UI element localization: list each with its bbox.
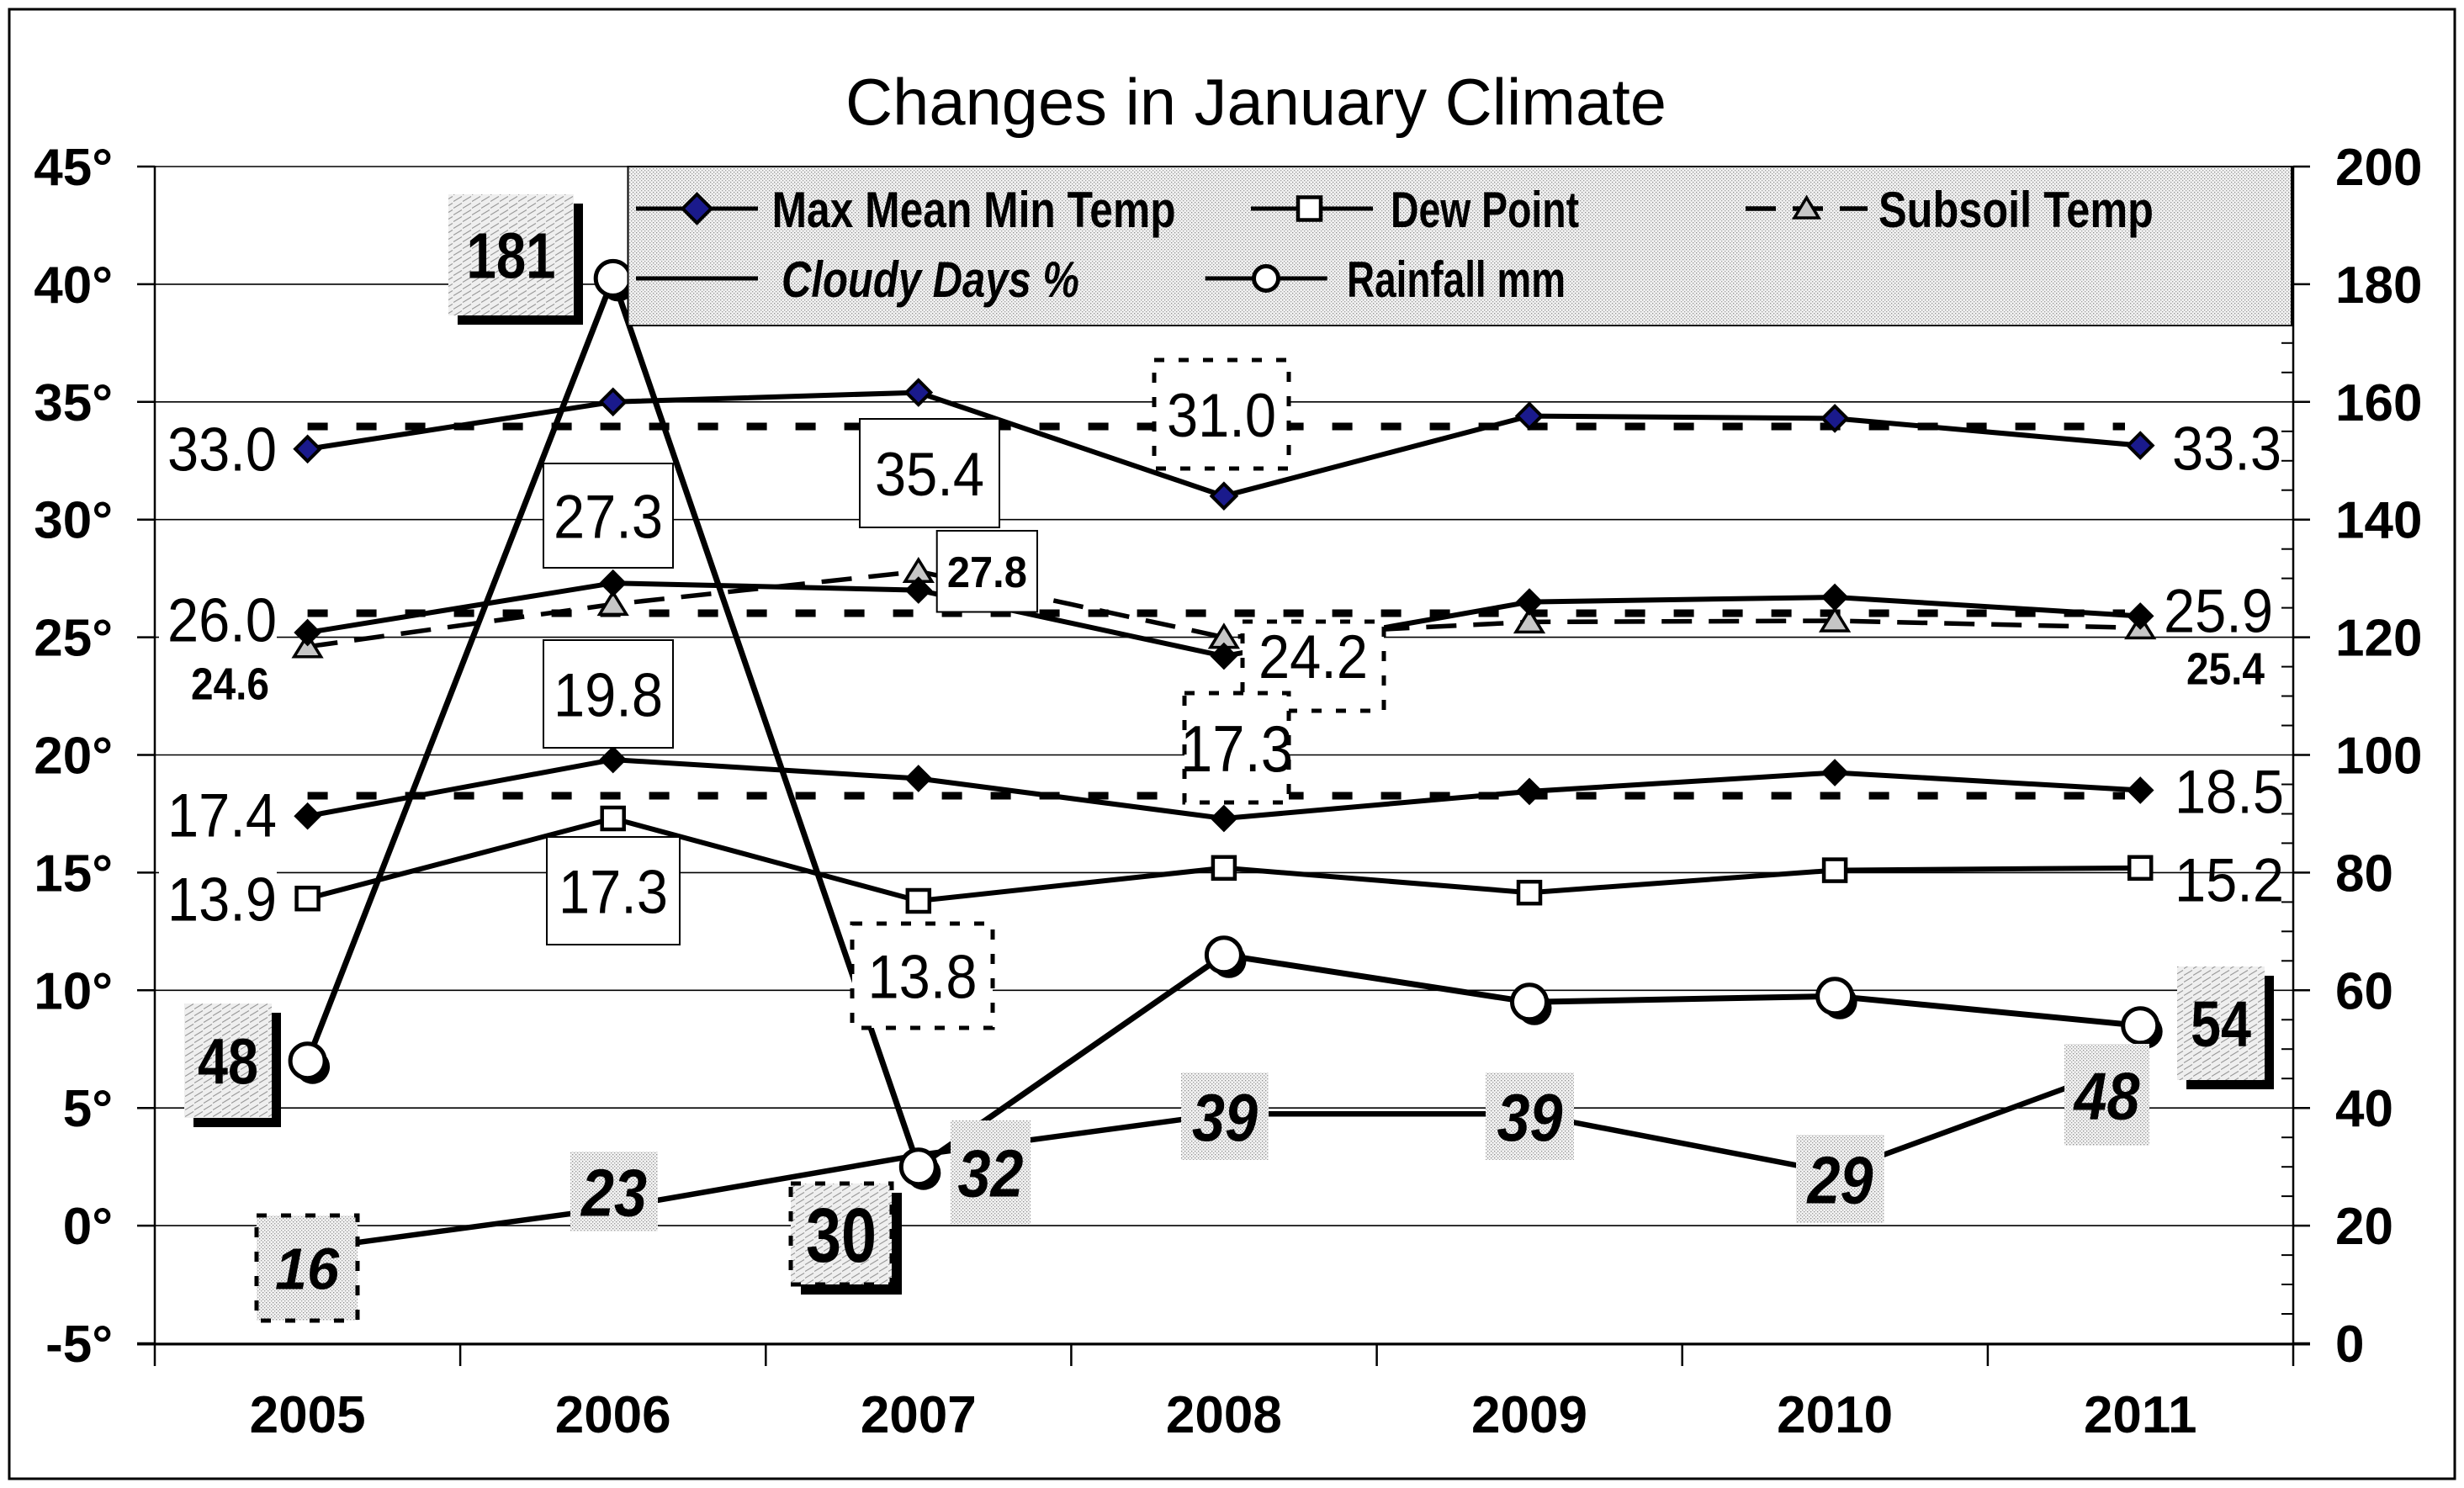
- svg-text:30: 30: [806, 1193, 877, 1279]
- svg-text:39: 39: [1192, 1080, 1258, 1155]
- svg-text:31.0: 31.0: [1167, 382, 1276, 450]
- svg-text:13.9: 13.9: [167, 866, 277, 934]
- svg-text:35.4: 35.4: [875, 441, 984, 509]
- svg-text:18.5: 18.5: [2175, 758, 2284, 826]
- svg-text:2005: 2005: [250, 1386, 366, 1444]
- svg-text:120: 120: [2335, 610, 2422, 668]
- svg-text:23: 23: [580, 1155, 647, 1230]
- svg-text:181: 181: [467, 220, 556, 293]
- svg-text:24.6: 24.6: [191, 659, 269, 709]
- svg-text:5°: 5°: [63, 1080, 113, 1138]
- svg-text:Rainfall mm: Rainfall mm: [1347, 252, 1566, 308]
- svg-text:Max Mean Min Temp: Max Mean Min Temp: [772, 182, 1176, 238]
- svg-text:17.3: 17.3: [559, 858, 668, 926]
- svg-text:13.8: 13.8: [868, 943, 978, 1011]
- svg-text:2008: 2008: [1166, 1386, 1282, 1444]
- svg-text:80: 80: [2335, 845, 2393, 903]
- svg-text:45°: 45°: [34, 139, 113, 197]
- svg-text:27.3: 27.3: [554, 483, 663, 551]
- svg-text:26.0: 26.0: [167, 586, 277, 654]
- svg-text:0: 0: [2335, 1316, 2364, 1374]
- svg-text:60: 60: [2335, 962, 2393, 1020]
- svg-text:10°: 10°: [34, 962, 113, 1020]
- svg-text:17.4: 17.4: [167, 781, 277, 850]
- svg-text:24.2: 24.2: [1258, 623, 1368, 691]
- svg-text:20°: 20°: [34, 728, 113, 786]
- svg-text:2007: 2007: [861, 1386, 977, 1444]
- svg-text:25.9: 25.9: [2164, 577, 2273, 645]
- svg-text:48: 48: [2073, 1058, 2140, 1133]
- svg-text:Subsoil Temp: Subsoil Temp: [1878, 182, 2154, 238]
- svg-text:39: 39: [1497, 1080, 1563, 1155]
- svg-text:29: 29: [1806, 1142, 1873, 1217]
- svg-text:15.2: 15.2: [2175, 846, 2284, 914]
- svg-text:Dew Point: Dew Point: [1391, 182, 1579, 238]
- svg-text:15°: 15°: [34, 845, 113, 903]
- svg-text:19.8: 19.8: [554, 661, 663, 729]
- svg-text:160: 160: [2335, 374, 2422, 432]
- svg-text:40°: 40°: [34, 257, 113, 315]
- svg-text:20: 20: [2335, 1198, 2393, 1256]
- svg-text:48: 48: [198, 1026, 258, 1099]
- svg-text:2011: 2011: [2084, 1386, 2197, 1444]
- svg-text:33.0: 33.0: [167, 416, 277, 484]
- svg-text:140: 140: [2335, 492, 2422, 550]
- svg-text:25.4: 25.4: [2186, 643, 2265, 694]
- svg-text:0°: 0°: [63, 1198, 113, 1256]
- svg-text:2009: 2009: [1471, 1386, 1587, 1444]
- svg-text:17.3: 17.3: [1180, 712, 1293, 786]
- svg-text:35°: 35°: [34, 374, 113, 432]
- svg-text:16: 16: [275, 1236, 340, 1302]
- svg-text:54: 54: [2191, 988, 2251, 1061]
- svg-text:30°: 30°: [34, 492, 113, 550]
- svg-text:2006: 2006: [555, 1386, 671, 1444]
- svg-text:100: 100: [2335, 728, 2422, 786]
- svg-text:-5°: -5°: [45, 1316, 113, 1374]
- svg-text:27.8: 27.8: [947, 548, 1027, 597]
- svg-text:200: 200: [2335, 139, 2422, 197]
- svg-text:33.3: 33.3: [2172, 415, 2281, 483]
- svg-text:Changes in January Climate: Changes in January Climate: [845, 65, 1667, 139]
- svg-text:40: 40: [2335, 1080, 2393, 1138]
- svg-text:Cloudy Days %: Cloudy Days %: [782, 252, 1079, 308]
- svg-text:2010: 2010: [1777, 1386, 1893, 1444]
- svg-text:32: 32: [958, 1136, 1024, 1210]
- svg-text:180: 180: [2335, 257, 2422, 315]
- svg-text:25°: 25°: [34, 610, 113, 668]
